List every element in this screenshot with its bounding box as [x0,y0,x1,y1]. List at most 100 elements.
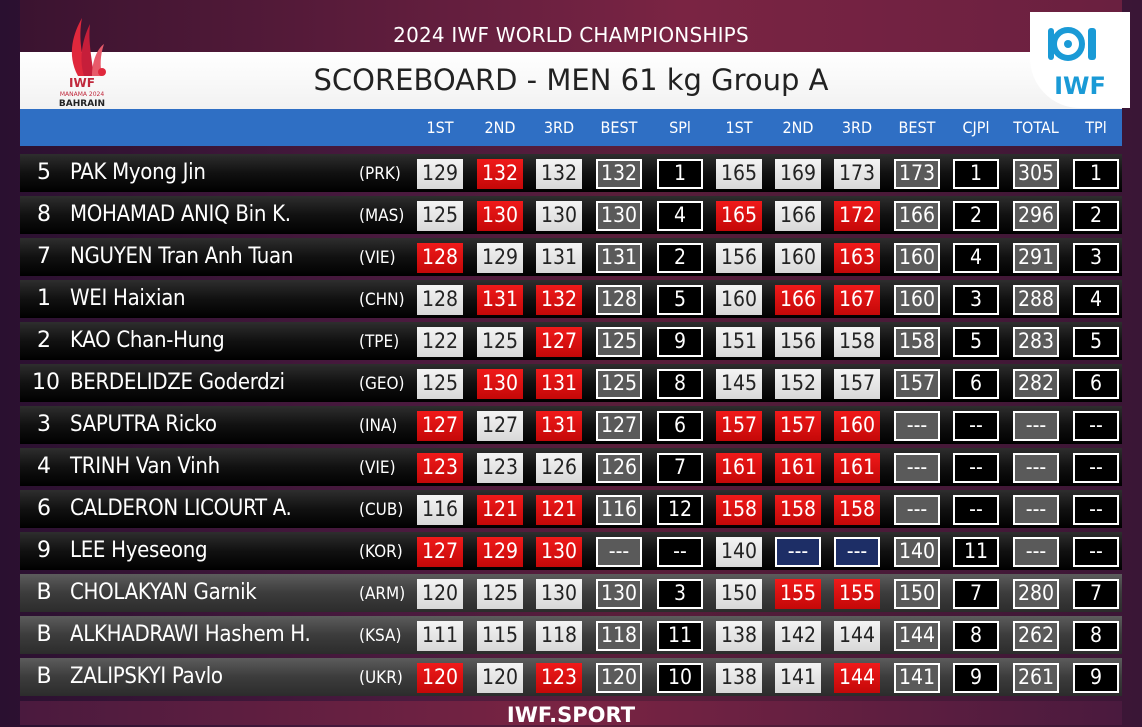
result-cell: 261 [1013,663,1059,693]
result-cell: 152 [775,369,821,399]
result-cell: 7 [657,453,703,483]
athlete-name: MOHAMAD ANIQ Bin K. [70,202,291,227]
athlete-name: NGUYEN Tran Anh Tuan [70,244,294,269]
result-cell: 144 [834,621,880,651]
table-row: 8 MOHAMAD ANIQ Bin K. (MAS) 125 130 130 130 4 16… [20,196,1122,234]
result-cell: 132 [536,159,582,189]
championship-title: 2024 IWF WORLD CHAMPIONSHIPS [393,23,749,47]
column-header: 2ND [484,118,516,137]
result-cell: 125 [596,369,642,399]
iwf-logo-graphic: IWF [1048,27,1106,100]
result-cell: -- [1073,411,1119,441]
result-cell: 130 [477,201,523,231]
result-cell: 9 [953,663,999,693]
lot-number: B [36,580,52,605]
column-header: TOTAL [1013,118,1059,137]
result-cell: 160 [834,411,880,441]
result-cell: 129 [477,537,523,567]
lot-number: 4 [37,454,51,479]
country-code: (MAS) [359,206,405,226]
athlete-name: KAO Chan-Hung [70,328,225,353]
result-cell: --- [1013,411,1059,441]
table-row: B ALKHADRAWI Hashem H. (KSA) 111 115 118 118 11… [20,616,1122,654]
result-cell: 130 [596,579,642,609]
result-cell: 161 [775,453,821,483]
result-cell: --- [1013,495,1059,525]
result-cell: 6 [953,369,999,399]
result-cell: 156 [775,327,821,357]
result-cell: 127 [596,411,642,441]
result-cell: 283 [1013,327,1059,357]
result-cell: 11 [953,537,999,567]
lot-number: B [36,664,52,689]
lot-number: 2 [37,328,51,353]
lot-number: 5 [37,160,51,185]
table-row: 5 PAK Myong Jin (PRK) 129 132 132 132 1 165 169 17… [20,154,1122,192]
column-header-bar: 1ST 2ND 3RD BEST SPl 1ST 2ND 3RD BEST CJPl TOTAL TP… [20,109,1122,146]
result-cell: 4 [657,201,703,231]
column-header: 3RD [543,118,575,137]
result-cell: 6 [1073,369,1119,399]
result-cell: 167 [834,285,880,315]
athlete-name: ALKHADRAWI Hashem H. [70,622,311,647]
top-banner: 2024 IWF WORLD CHAMPIONSHIPS [20,0,1122,52]
column-header: CJPl [962,118,990,137]
result-cell: 3 [1073,243,1119,273]
result-cell: 158 [834,327,880,357]
athlete-name: BERDELIDZE Goderdzi [70,370,285,395]
column-header: TPl [1085,118,1107,137]
result-cell: 144 [834,663,880,693]
country-code: (INA) [359,416,398,436]
country-code: (KSA) [359,626,402,646]
result-cell: 125 [477,579,523,609]
result-cell: 169 [775,159,821,189]
result-cell: 166 [775,201,821,231]
host-logo-city: MANAMA 2024 [60,91,105,98]
result-cell: 123 [417,453,463,483]
result-cell: -- [1073,537,1119,567]
result-cell: 116 [596,495,642,525]
result-cell: 118 [596,621,642,651]
column-header: 1ST [426,118,454,137]
result-cell: --- [596,537,642,567]
result-cell: --- [894,411,940,441]
result-cell: 118 [536,621,582,651]
result-cell: 125 [596,327,642,357]
lot-number: 9 [37,538,51,563]
country-code: (CUB) [359,500,404,520]
result-cell: 140 [894,537,940,567]
result-cell: 291 [1013,243,1059,273]
result-cell: 129 [417,159,463,189]
result-cell: 130 [536,579,582,609]
result-cell: 165 [716,159,762,189]
result-cell: 127 [417,537,463,567]
country-code: (PRK) [359,164,401,184]
result-cell: 131 [536,411,582,441]
country-code: (ARM) [359,584,406,604]
result-cell: 173 [894,159,940,189]
result-cell: 131 [536,243,582,273]
result-cell: 8 [953,621,999,651]
result-cell: 11 [657,621,703,651]
result-cell: 115 [477,621,523,651]
result-cell: 4 [1073,285,1119,315]
table-row: 1 WEI Haixian (CHN) 128 131 132 128 5 160 166 167 1… [20,280,1122,318]
host-logo-graphic: IWF MANAMA 2024 BAHRAIN [59,18,106,109]
result-cell: 160 [894,243,940,273]
result-cell: --- [894,495,940,525]
result-cell: -- [1073,495,1119,525]
result-cell: 2 [1073,201,1119,231]
result-cell: 142 [775,621,821,651]
lot-number: 1 [37,286,51,311]
table-row: 3 SAPUTRA Ricko (INA) 127 127 131 127 6 157 157 16… [20,406,1122,444]
table-row: B CHOLAKYAN Garnik (ARM) 120 125 130 130 3 150 15… [20,574,1122,612]
athlete-name: CHOLAKYAN Garnik [70,580,257,605]
host-logo-iwf: IWF [69,76,95,90]
result-cell: 7 [953,579,999,609]
result-cell: 116 [417,495,463,525]
result-cell: 161 [716,453,762,483]
athlete-name: LEE Hyeseong [70,538,208,563]
result-cell: --- [1013,453,1059,483]
result-cell: 132 [596,159,642,189]
result-cell: 120 [417,579,463,609]
